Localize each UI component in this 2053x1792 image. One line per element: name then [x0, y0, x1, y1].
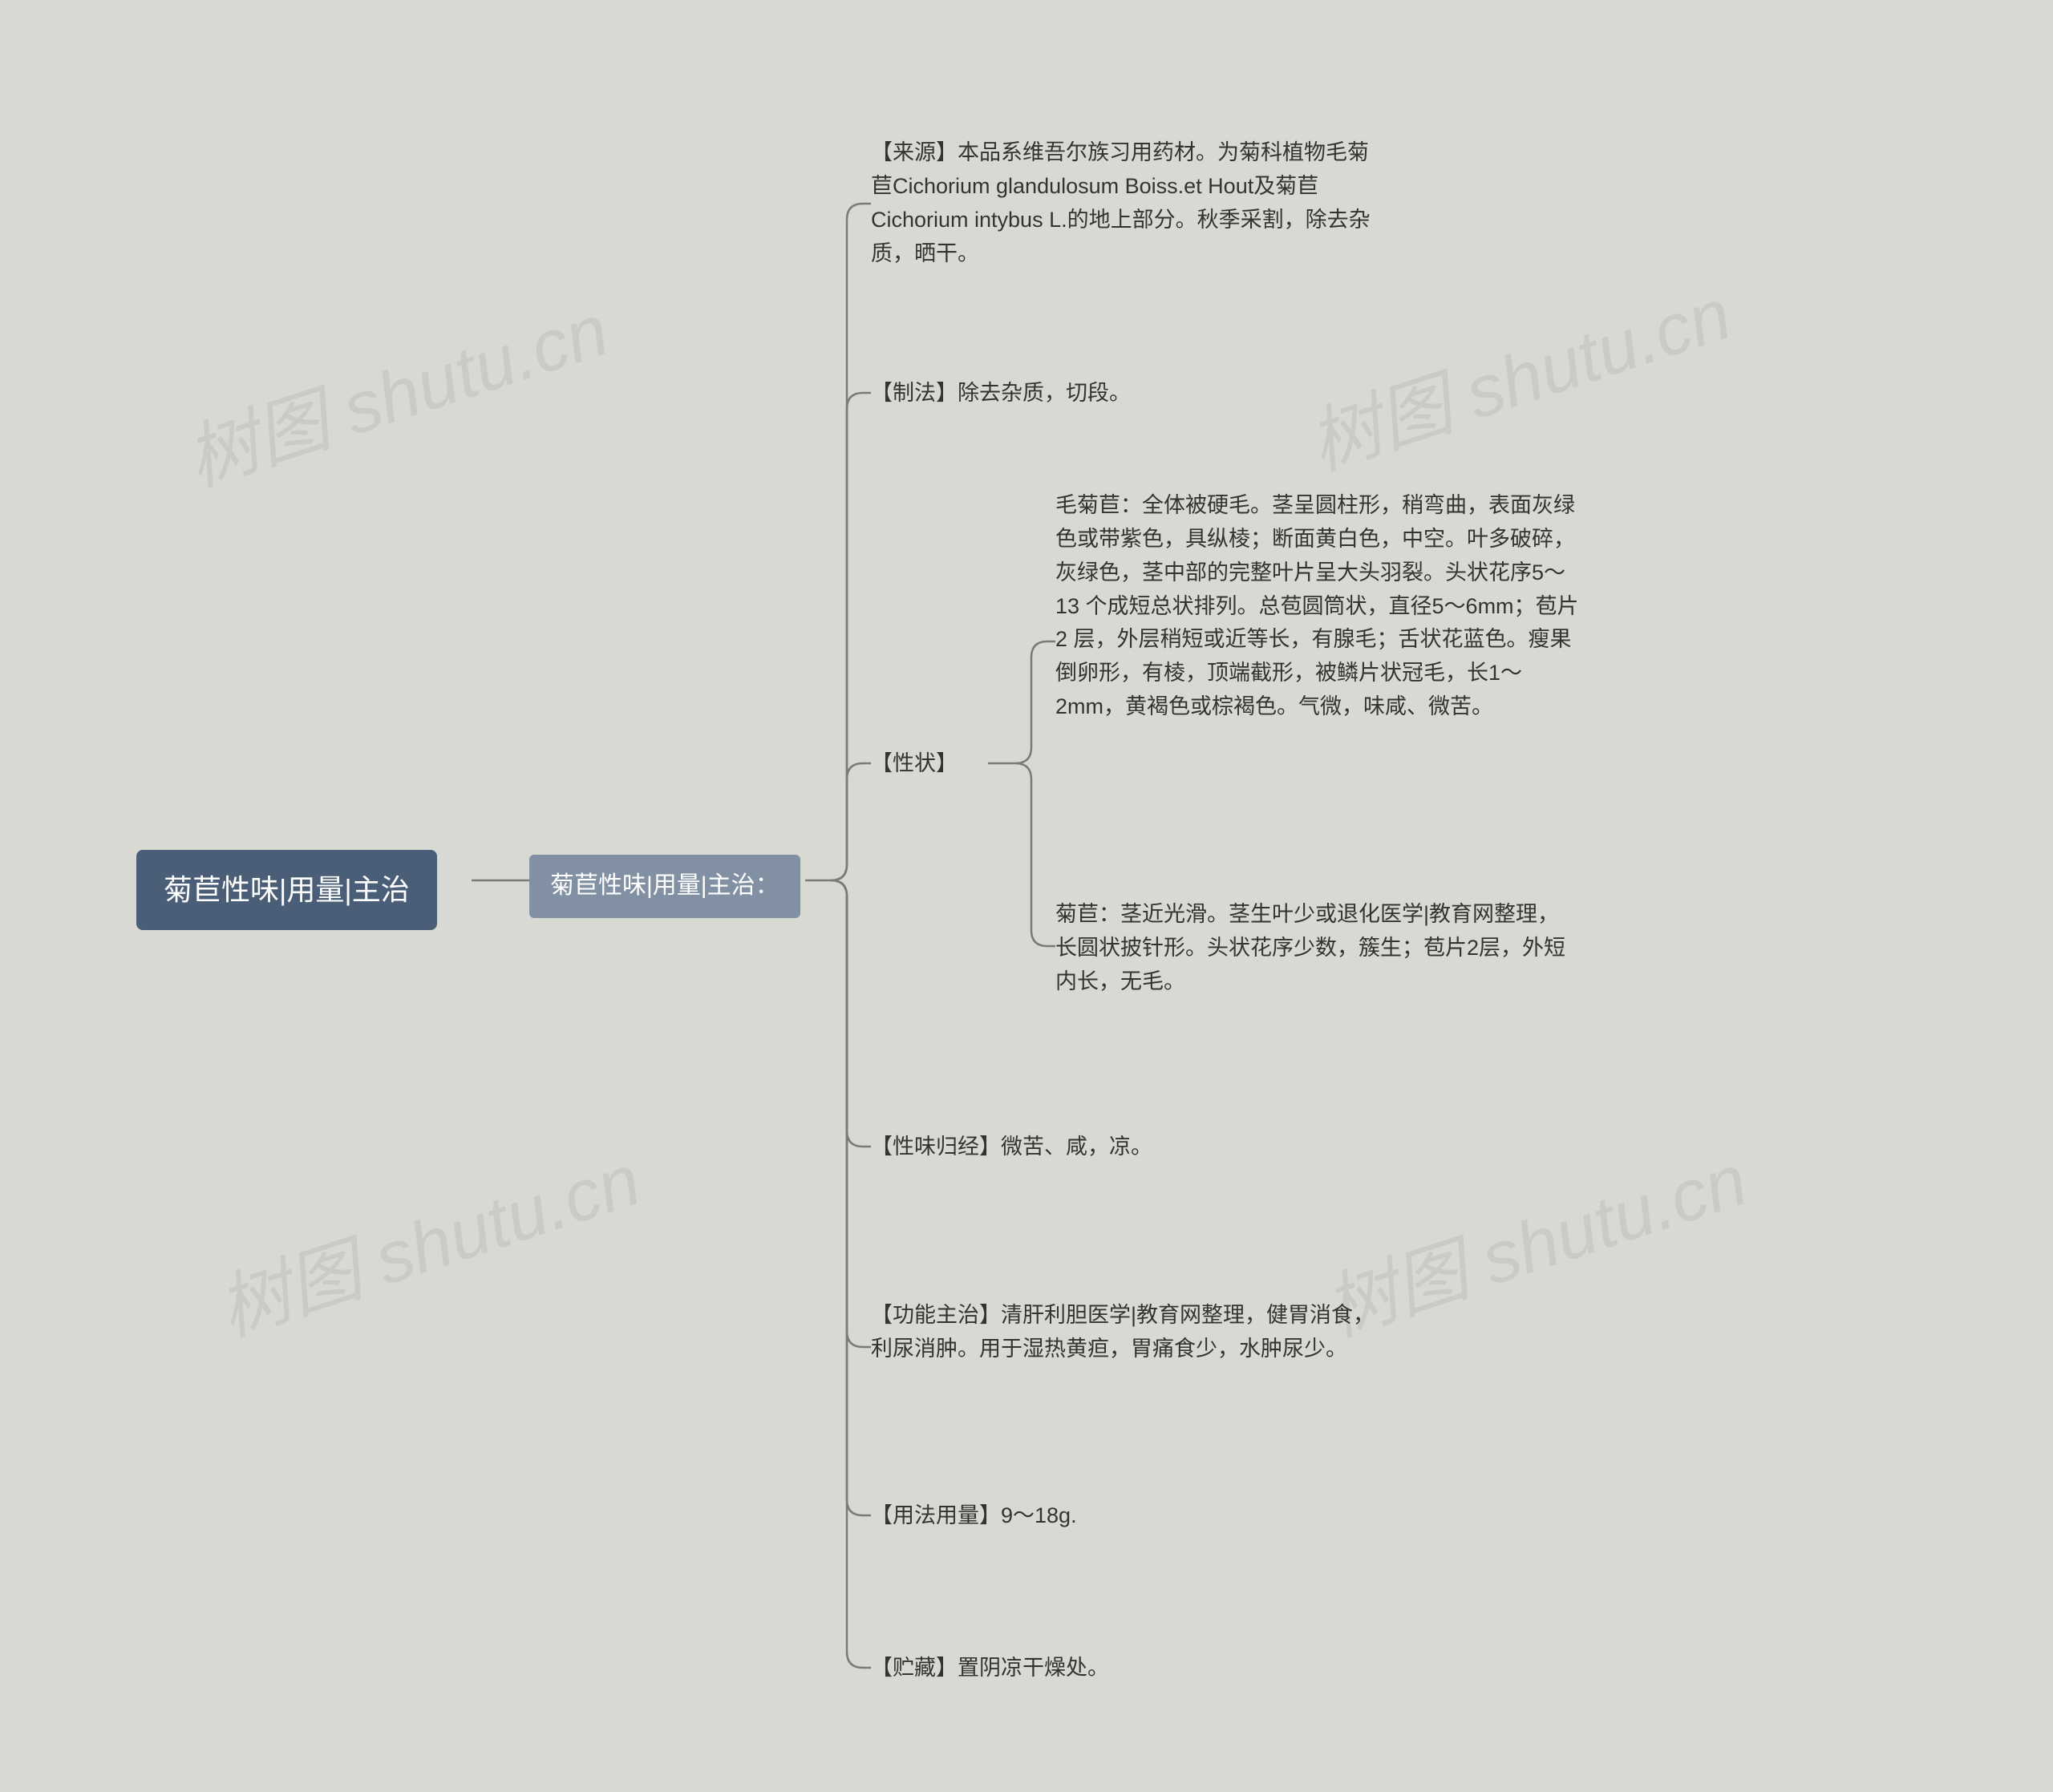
watermark: 树图 shutu.cn	[203, 1122, 651, 1356]
watermark: 树图 shutu.cn	[171, 272, 619, 506]
watermark: 树图 shutu.cn	[1294, 256, 1742, 490]
root-node[interactable]: 菊苣性味|用量|主治	[136, 850, 437, 930]
leaf-storage[interactable]: 【贮藏】置阴凉干燥处。	[871, 1652, 1109, 1685]
leaf-character[interactable]: 【性状】	[871, 747, 958, 781]
mindmap-canvas: 树图 shutu.cn 树图 shutu.cn 树图 shutu.cn 树图 s…	[0, 0, 2053, 1792]
leaf-source[interactable]: 【来源】本品系维吾尔族习用药材。为菊科植物毛菊苣Cichorium glandu…	[871, 136, 1384, 270]
leaf-function[interactable]: 【功能主治】清肝利胆医学|教育网整理，健胃消食，利尿消肿。用于湿热黄疸，胃痛食少…	[871, 1299, 1384, 1366]
leaf-nature[interactable]: 【性味归经】微苦、咸，凉。	[871, 1131, 1152, 1164]
leaf-character-a[interactable]: 毛菊苣：全体被硬毛。茎呈圆柱形，稍弯曲，表面灰绿色或带紫色，具纵棱；断面黄白色，…	[1055, 489, 1585, 724]
leaf-character-b[interactable]: 菊苣：茎近光滑。茎生叶少或退化医学|教育网整理，长圆状披针形。头状花序少数，簇生…	[1055, 898, 1569, 999]
level1-node[interactable]: 菊苣性味|用量|主治：	[529, 855, 800, 918]
leaf-preparation[interactable]: 【制法】除去杂质，切段。	[871, 377, 1131, 411]
leaf-dosage[interactable]: 【用法用量】9～18g.	[871, 1499, 1077, 1533]
